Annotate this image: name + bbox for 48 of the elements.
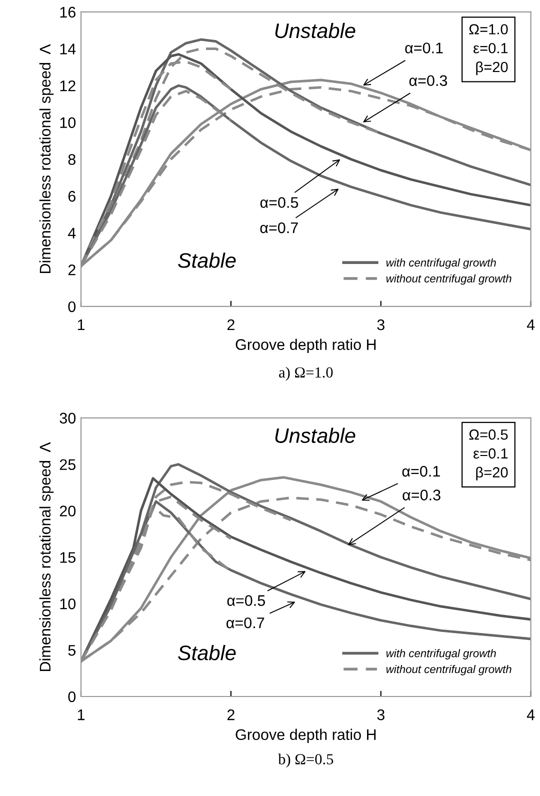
annotation: α=0.5 (227, 595, 265, 606)
y-tick-label: 10 (60, 598, 76, 610)
y-tick-label: 14 (60, 44, 76, 54)
annotation: α=0.3 (402, 490, 440, 500)
annotation: α=0.3 (409, 75, 448, 86)
y-tick-label: 20 (60, 506, 76, 516)
y-axis-title: Dimensionless rotational speed Λ (39, 44, 54, 274)
legend-label: with centrifugal growth (386, 649, 496, 660)
text: a) Ω=1.0 (279, 366, 333, 381)
annotation: α=0.1 (405, 42, 443, 54)
y-tick-label: 25 (60, 459, 76, 470)
x-tick-label: 2 (227, 319, 234, 330)
x-tick-label: 3 (377, 319, 384, 330)
y-tick-label: 15 (60, 552, 76, 563)
y-tick-label: 12 (60, 80, 76, 92)
x-tick-label: 1 (78, 710, 85, 720)
legend-label: without centrifugal growth (386, 274, 512, 285)
annotation: Stable (178, 252, 236, 268)
annotation: α=0.5 (260, 197, 298, 208)
annotation: α=0.7 (226, 617, 264, 628)
annotation: Ω=1.0 ε=0.1 β=20 (469, 24, 508, 76)
annotation: Ω=0.5 ε=0.1 β=20 (469, 429, 508, 480)
annotation: Unstable (275, 428, 356, 443)
y-tick-label: 10 (60, 117, 76, 128)
x-tick-label: 1 (78, 320, 85, 330)
annotation: α=0.1 (402, 466, 440, 477)
y-tick-label: 2 (68, 264, 76, 276)
y-tick-label: 0 (68, 301, 76, 312)
annotation: Unstable (275, 22, 356, 38)
x-axis-title: Groove depth ratio H (236, 728, 376, 744)
y-tick-label: 8 (68, 154, 76, 165)
x-tick-label: 4 (526, 710, 535, 720)
y-tick-label: 0 (68, 691, 76, 702)
legend-label: without centrifugal growth (386, 665, 512, 676)
y-tick-label: 5 (68, 645, 76, 656)
text: b) Ω=0.5 (278, 754, 334, 768)
annotation: α=0.7 (260, 222, 298, 234)
x-tick-label: 3 (377, 709, 384, 720)
y-tick-label: 6 (68, 190, 76, 202)
y-axis-title: Dimensionless rotational speed Λ (39, 442, 54, 672)
x-axis-title: Groove depth ratio H (236, 338, 376, 353)
x-tick-label: 2 (227, 709, 234, 720)
x-tick-label: 4 (526, 320, 535, 330)
legend-label: with centrifugal growth (386, 258, 496, 269)
y-tick-label: 16 (60, 6, 76, 18)
y-tick-label: 4 (68, 228, 76, 238)
annotation: Stable (178, 645, 236, 660)
y-tick-label: 30 (60, 412, 76, 424)
